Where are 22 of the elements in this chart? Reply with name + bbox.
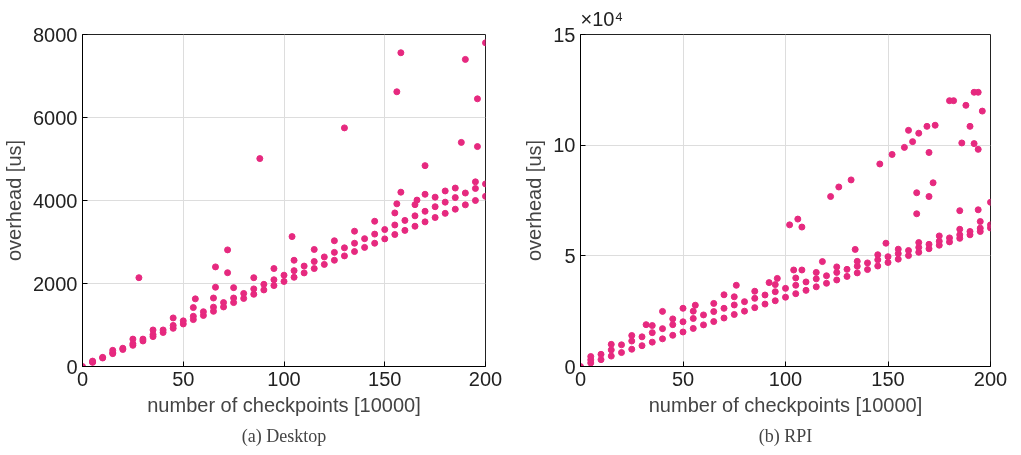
x-tick-label: 100	[768, 367, 803, 390]
y-tick-label: 15	[553, 23, 576, 46]
y-tick-label: 10	[553, 134, 576, 157]
y-axis-title: overhead [us]	[523, 139, 546, 262]
y-tick-label: 8000	[33, 23, 78, 46]
text: ×10⁴	[580, 7, 624, 30]
x-tick-label: 50	[671, 367, 695, 390]
x-tick-label: 200	[973, 367, 1008, 390]
x-axis-title: number of checkpoints [10000]	[648, 393, 923, 416]
y-tick-label: 4000	[33, 189, 78, 212]
text: (b) RPI	[758, 425, 813, 447]
y-tick-label: 6000	[33, 106, 78, 129]
x-tick-label: 50	[172, 367, 195, 390]
x-tick-label: 150	[871, 367, 905, 390]
y-tick-label: 5	[564, 244, 576, 267]
x-axis-title: number of checkpoints [10000]	[147, 393, 421, 416]
x-tick-label: 200	[468, 367, 503, 390]
x-tick-label: 100	[267, 367, 301, 390]
y-axis-title: overhead [us]	[3, 139, 26, 262]
y-tick-label: 2000	[33, 272, 78, 295]
x-tick-label: 150	[368, 367, 402, 390]
text: (a) Desktop	[241, 425, 327, 447]
